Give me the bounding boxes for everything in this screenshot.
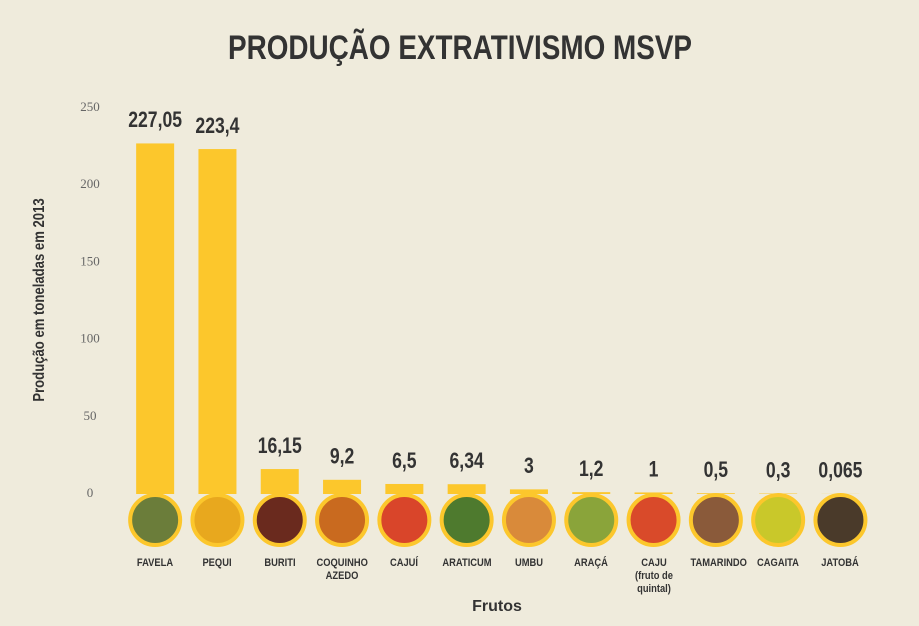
- value-label: 0,065: [818, 459, 862, 483]
- y-axis-label: Produção em toneladas em 2013: [31, 198, 48, 401]
- bar: [198, 149, 237, 494]
- x-tick-label: COQUINHO AZEDO: [316, 557, 368, 582]
- bar: [447, 484, 486, 494]
- fruit-icon: [377, 493, 432, 547]
- fruit-icon: [315, 493, 370, 547]
- x-tick-label: CAGAITA: [757, 557, 800, 569]
- value-label: 223,4: [195, 114, 239, 138]
- y-tick-label: 250: [80, 99, 100, 114]
- fruit-icon: [128, 493, 183, 547]
- x-tick-label: ARAÇÁ: [574, 557, 609, 569]
- value-label: 0,5: [704, 458, 728, 482]
- fruit-icon: [501, 493, 556, 547]
- value-label: 0,3: [766, 459, 790, 483]
- y-tick-label: 50: [84, 408, 97, 423]
- value-label: 6,5: [392, 449, 416, 473]
- y-tick-label: 150: [80, 253, 100, 268]
- x-tick-label: CAJUÍ: [390, 557, 419, 569]
- x-tick-label: CAJU (fruto de quintal): [634, 557, 673, 595]
- x-tick-label: FAVELA: [137, 557, 174, 569]
- value-label: 1,2: [579, 457, 603, 481]
- x-tick-label: TAMARINDO: [690, 557, 747, 569]
- x-tick-label: BURITI: [264, 557, 296, 569]
- x-tick-label: UMBU: [514, 557, 543, 569]
- y-tick-label: 0: [87, 485, 94, 500]
- x-tick-label: PEQUI: [202, 557, 232, 569]
- fruit-icon: [252, 493, 307, 547]
- chart-title: PRODUÇÃO EXTRATIVISMO MSVP: [228, 28, 692, 66]
- fruit-icon: [439, 493, 494, 547]
- y-tick-label: 100: [80, 331, 100, 346]
- bar: [260, 469, 299, 494]
- fruit-icon: [626, 493, 681, 547]
- bar: [323, 479, 362, 494]
- bar: [136, 143, 175, 494]
- value-label: 227,05: [128, 108, 182, 132]
- fruit-icon: [813, 493, 868, 547]
- value-label: 16,15: [258, 434, 302, 458]
- y-tick-label: 200: [80, 176, 100, 191]
- fruit-icon: [688, 493, 743, 547]
- fruit-icon: [564, 493, 619, 547]
- x-tick-label: JATOBÁ: [821, 557, 860, 569]
- bar: [509, 489, 548, 494]
- x-axis-label: Frutos: [472, 598, 522, 615]
- fruit-icon: [751, 493, 806, 547]
- value-label: 6,34: [450, 449, 484, 473]
- value-label: 1: [649, 457, 659, 481]
- fruit-icon: [190, 493, 245, 547]
- bar: [385, 483, 424, 494]
- x-tick-label: ARATICUM: [442, 557, 492, 569]
- value-label: 9,2: [330, 445, 354, 469]
- value-label: 3: [524, 454, 534, 478]
